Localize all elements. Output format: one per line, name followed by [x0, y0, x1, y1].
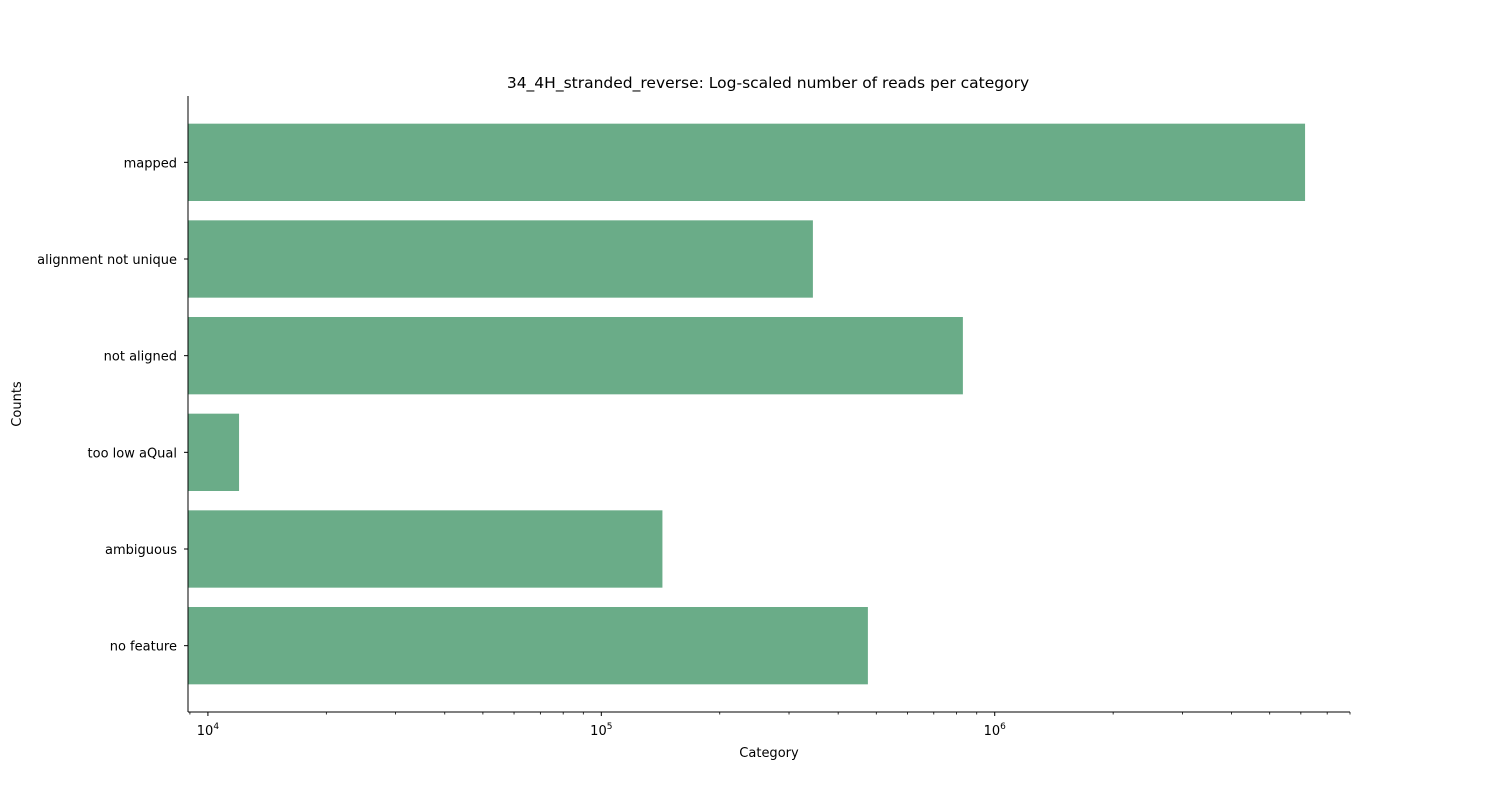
bar [188, 607, 868, 685]
x-tick-exponent: 5 [607, 722, 613, 732]
bar [188, 413, 240, 491]
x-tick-label: 106 [984, 722, 1007, 739]
bars-group [188, 123, 1306, 685]
bar [188, 317, 963, 395]
y-tick-label: too low aQual [88, 446, 177, 461]
y-tick-label: alignment not unique [37, 253, 177, 268]
bar [188, 220, 813, 298]
x-tick-exponent: 4 [213, 722, 219, 732]
x-tick-base: 10 [197, 724, 214, 739]
x-tick-group: 104 105 106 [189, 712, 1351, 739]
y-tick-label: no feature [110, 640, 177, 655]
bar [188, 123, 1306, 201]
x-tick-label: 104 [197, 722, 220, 739]
x-tick-base: 10 [590, 724, 607, 739]
y-tick-group: mapped alignment not unique not aligned too… [37, 156, 188, 655]
chart-title: 34_4H_stranded_reverse: Log-scaled numbe… [507, 74, 1029, 93]
y-tick-label: mapped [124, 156, 177, 171]
bar [188, 510, 663, 588]
x-tick-exponent: 6 [1000, 722, 1006, 732]
y-tick-label: ambiguous [105, 543, 177, 558]
x-tick-base: 10 [984, 724, 1001, 739]
x-tick-label: 105 [590, 722, 612, 739]
x-axis-label: Category [739, 746, 799, 761]
y-tick-label: not aligned [104, 350, 177, 365]
y-axis-label: Counts [10, 381, 25, 427]
